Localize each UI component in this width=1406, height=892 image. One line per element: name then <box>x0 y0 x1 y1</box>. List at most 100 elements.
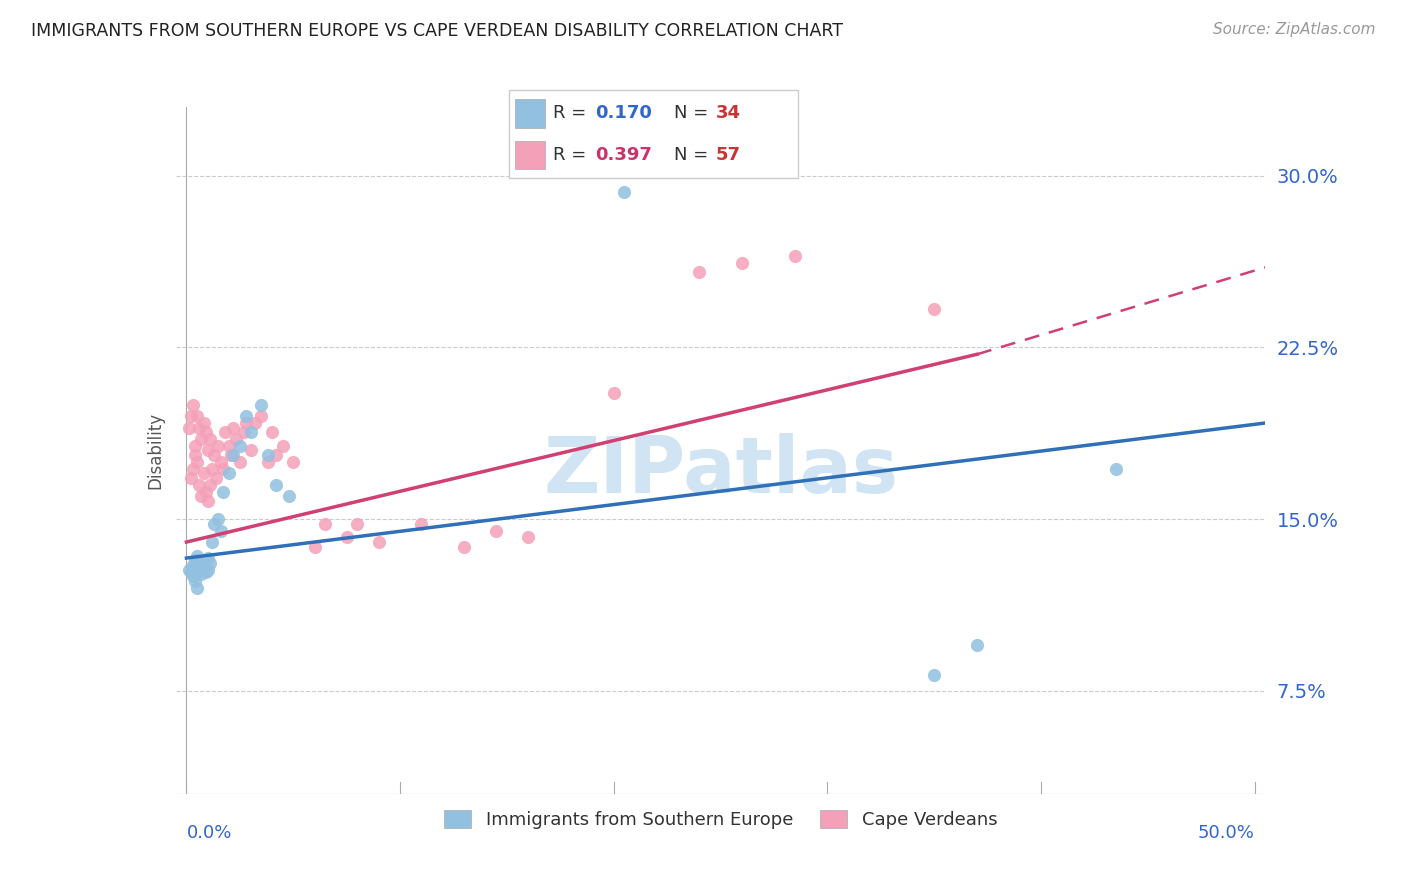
Point <box>186 549 208 563</box>
Point <box>603 386 626 401</box>
Point <box>250 398 273 412</box>
Point <box>193 416 215 430</box>
Point <box>485 524 508 538</box>
Text: 0.0%: 0.0% <box>187 823 232 842</box>
Point <box>177 420 200 434</box>
Point <box>205 471 228 485</box>
Point <box>211 462 233 476</box>
Point <box>453 540 475 554</box>
Point <box>922 668 945 682</box>
Point <box>188 478 211 492</box>
Text: R =: R = <box>554 104 592 122</box>
Point <box>1105 462 1128 476</box>
Point <box>186 581 208 595</box>
Point <box>177 562 200 576</box>
Point <box>222 448 245 462</box>
Text: N =: N = <box>675 104 714 122</box>
Point <box>209 455 232 469</box>
Point <box>233 425 256 439</box>
Y-axis label: Disability: Disability <box>146 412 165 489</box>
Text: 0.397: 0.397 <box>595 146 651 164</box>
Point <box>188 562 211 576</box>
Point <box>207 512 229 526</box>
Point <box>188 556 211 570</box>
Point <box>194 565 217 579</box>
Point <box>207 439 229 453</box>
Point <box>336 531 359 545</box>
Point <box>229 439 252 453</box>
Point <box>180 565 202 579</box>
Point <box>235 409 257 424</box>
Point <box>202 516 225 531</box>
Point <box>198 556 221 570</box>
Point <box>190 489 212 503</box>
Point <box>922 301 945 316</box>
Point <box>264 478 287 492</box>
Point <box>184 448 207 462</box>
Point <box>785 249 807 263</box>
Point <box>188 420 211 434</box>
Point <box>304 540 326 554</box>
Point <box>194 484 217 499</box>
Point <box>181 569 204 583</box>
Point <box>222 420 245 434</box>
Point <box>966 638 988 652</box>
Point <box>225 432 247 446</box>
Point <box>229 455 252 469</box>
Point <box>271 439 294 453</box>
Point <box>197 551 219 566</box>
Point <box>181 462 204 476</box>
Point <box>184 439 207 453</box>
Point <box>314 516 336 531</box>
Point <box>243 416 266 430</box>
Point <box>218 439 240 453</box>
Point <box>197 562 219 576</box>
Point <box>201 462 224 476</box>
Point <box>367 535 389 549</box>
Point <box>731 256 754 270</box>
Point <box>180 471 202 485</box>
Point <box>202 448 225 462</box>
Point <box>190 567 212 582</box>
Point <box>198 432 221 446</box>
Point <box>613 185 636 199</box>
Point <box>411 516 433 531</box>
Point <box>180 409 202 424</box>
Point <box>256 455 278 469</box>
Text: 0.170: 0.170 <box>595 104 651 122</box>
Point <box>190 432 212 446</box>
Point <box>346 516 368 531</box>
Text: IMMIGRANTS FROM SOUTHERN EUROPE VS CAPE VERDEAN DISABILITY CORRELATION CHART: IMMIGRANTS FROM SOUTHERN EUROPE VS CAPE … <box>31 22 844 40</box>
Point <box>194 425 217 439</box>
Point <box>221 448 243 462</box>
FancyBboxPatch shape <box>515 99 544 128</box>
Point <box>193 467 215 481</box>
FancyBboxPatch shape <box>509 90 799 178</box>
Point <box>198 478 221 492</box>
Text: Source: ZipAtlas.com: Source: ZipAtlas.com <box>1212 22 1375 37</box>
Point <box>209 524 232 538</box>
Point <box>197 493 219 508</box>
Point <box>256 448 278 462</box>
Point <box>260 425 283 439</box>
Point <box>181 558 204 572</box>
Point <box>688 265 710 279</box>
Point <box>197 443 219 458</box>
Point <box>214 425 236 439</box>
Point <box>235 416 257 430</box>
Legend: Immigrants from Southern Europe, Cape Verdeans: Immigrants from Southern Europe, Cape Ve… <box>437 803 1004 837</box>
Point <box>517 531 540 545</box>
Text: R =: R = <box>554 146 592 164</box>
Point <box>239 425 262 439</box>
Text: 50.0%: 50.0% <box>1198 823 1254 842</box>
Point <box>264 448 287 462</box>
Text: 57: 57 <box>716 146 741 164</box>
Text: ZIPatlas: ZIPatlas <box>543 433 898 509</box>
Point <box>250 409 273 424</box>
Point <box>278 489 301 503</box>
Point <box>186 455 208 469</box>
Text: 34: 34 <box>716 104 741 122</box>
Point <box>211 484 233 499</box>
Point <box>184 553 207 567</box>
Point <box>283 455 305 469</box>
